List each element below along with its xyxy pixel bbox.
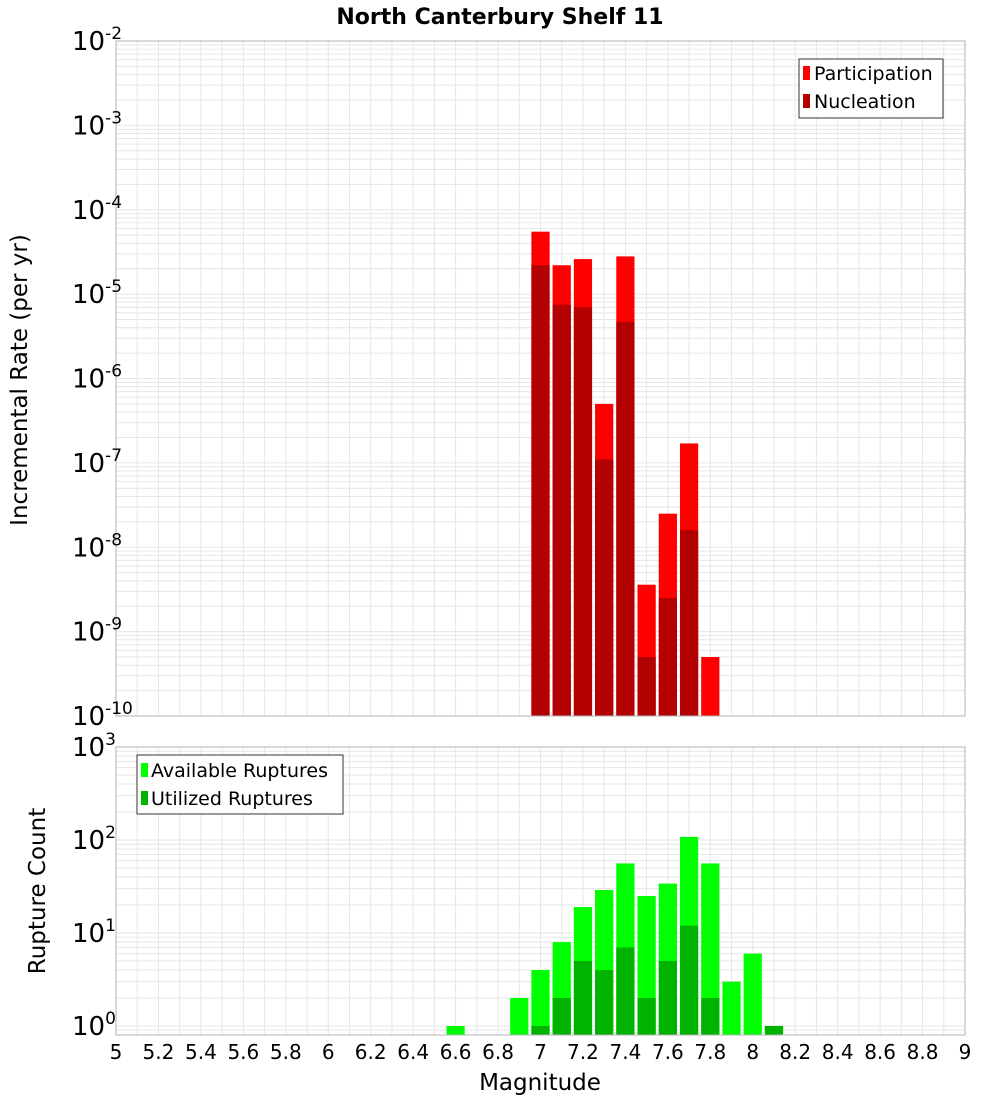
y-tick-label: 10-7 bbox=[72, 446, 122, 479]
chart-title: North Canterbury Shelf 11 bbox=[336, 5, 663, 30]
legend-swatch-utilized-ruptures bbox=[141, 791, 148, 805]
y-tick-label: 101 bbox=[72, 916, 116, 949]
x-tick-label: 7.4 bbox=[609, 1040, 641, 1064]
x-tick-label: 5.2 bbox=[143, 1040, 175, 1064]
x-tick-label: 5 bbox=[110, 1040, 123, 1064]
x-tick-label: 7.8 bbox=[694, 1040, 726, 1064]
bar-nucleation bbox=[616, 321, 635, 716]
bar-nucleation bbox=[552, 304, 571, 716]
x-tick-label: 5.8 bbox=[270, 1040, 302, 1064]
bottom-panel-bars bbox=[446, 836, 784, 1035]
top-legend: Participation Nucleation bbox=[798, 58, 944, 119]
top-y-tick-labels: 10-10 10-9 10-8 10-7 10-6 10-5 10-4 10-3 10-2 bbox=[72, 24, 133, 732]
bar-utilized-ruptures bbox=[573, 960, 593, 1035]
bar-available-ruptures bbox=[701, 863, 720, 1035]
y-tick-label: 10-4 bbox=[72, 193, 122, 226]
bottom-legend: Available Ruptures Utilized Ruptures bbox=[136, 754, 344, 815]
x-tick-label: 8.6 bbox=[864, 1040, 896, 1064]
bar-nucleation bbox=[658, 598, 677, 716]
legend-label-available-ruptures: Available Ruptures bbox=[151, 760, 328, 782]
x-tick-label: 6.6 bbox=[440, 1040, 472, 1064]
legend-swatch-participation bbox=[803, 66, 810, 80]
top-plot-frame bbox=[115, 40, 966, 717]
bar-available-ruptures bbox=[510, 997, 529, 1035]
x-tick-label: 5.6 bbox=[227, 1040, 259, 1064]
x-tick-labels: 5 5.2 5.4 5.6 5.8 6 6.2 6.4 6.6 6.8 7 7.2 7.4 7.6 7.8 8… bbox=[110, 1040, 972, 1064]
x-tick-label: 7 bbox=[534, 1040, 547, 1064]
y-tick-label: 10-10 bbox=[72, 699, 133, 732]
bottom-y-tick-labels: 100 101 102 103 bbox=[72, 730, 116, 1042]
bottom-legend-box bbox=[136, 754, 344, 815]
x-tick-label: 8.8 bbox=[907, 1040, 939, 1064]
legend-label-participation: Participation bbox=[814, 63, 933, 85]
top-legend-box bbox=[798, 58, 944, 119]
x-tick-label: 7.2 bbox=[567, 1040, 599, 1064]
legend-swatch-nucleation bbox=[803, 94, 810, 108]
x-tick-label: 6.2 bbox=[355, 1040, 387, 1064]
y-tick-label: 10-6 bbox=[72, 362, 122, 395]
y-tick-label: 102 bbox=[72, 823, 116, 856]
bar-available-ruptures bbox=[722, 981, 741, 1035]
x-tick-label: 9 bbox=[959, 1040, 972, 1064]
x-tick-label: 8.4 bbox=[822, 1040, 854, 1064]
bar-nucleation bbox=[573, 307, 593, 716]
bottom-plot-frame bbox=[115, 746, 966, 1036]
bar-participation bbox=[701, 657, 720, 716]
y-tick-label: 10-3 bbox=[72, 108, 122, 141]
bar-utilized-ruptures bbox=[531, 1025, 550, 1035]
x-tick-label: 6.8 bbox=[482, 1040, 514, 1064]
bar-utilized-ruptures bbox=[552, 997, 571, 1035]
bar-nucleation bbox=[637, 657, 656, 716]
x-tick-label: 7.6 bbox=[652, 1040, 684, 1064]
x-tick-label: 8 bbox=[746, 1040, 759, 1064]
y-tick-label: 103 bbox=[72, 730, 116, 763]
bar-nucleation bbox=[531, 265, 550, 716]
bar-available-ruptures bbox=[743, 953, 762, 1035]
x-axis-label: Magnitude bbox=[479, 1070, 601, 1096]
bar-utilized-ruptures bbox=[679, 925, 699, 1035]
y-tick-label: 10-5 bbox=[72, 277, 122, 310]
y-tick-label: 10-9 bbox=[72, 615, 122, 648]
x-tick-label: 6.4 bbox=[397, 1040, 429, 1064]
bar-nucleation bbox=[679, 530, 699, 716]
x-tick-label: 6 bbox=[322, 1040, 335, 1064]
bar-available-ruptures bbox=[446, 1025, 465, 1035]
y-tick-label: 10-2 bbox=[72, 24, 122, 57]
top-panel-bars bbox=[531, 231, 720, 716]
bar-utilized-ruptures bbox=[658, 960, 677, 1035]
bar-nucleation bbox=[595, 459, 614, 716]
bar-utilized-ruptures bbox=[701, 997, 720, 1035]
legend-label-nucleation: Nucleation bbox=[814, 91, 916, 113]
bar-available-ruptures bbox=[531, 969, 550, 1035]
x-tick-label: 5.4 bbox=[185, 1040, 217, 1064]
bar-utilized-ruptures bbox=[764, 1025, 784, 1035]
top-y-axis-label: Incremental Rate (per yr) bbox=[7, 234, 33, 526]
legend-swatch-available-ruptures bbox=[141, 763, 148, 777]
bottom-y-axis-label: Rupture Count bbox=[25, 808, 51, 974]
y-tick-label: 100 bbox=[72, 1009, 116, 1042]
bar-utilized-ruptures bbox=[637, 997, 656, 1035]
y-tick-label: 10-8 bbox=[72, 530, 122, 563]
legend-label-utilized-ruptures: Utilized Ruptures bbox=[151, 788, 313, 810]
bar-utilized-ruptures bbox=[595, 969, 614, 1035]
bar-utilized-ruptures bbox=[616, 947, 635, 1035]
x-tick-label: 8.2 bbox=[779, 1040, 811, 1064]
